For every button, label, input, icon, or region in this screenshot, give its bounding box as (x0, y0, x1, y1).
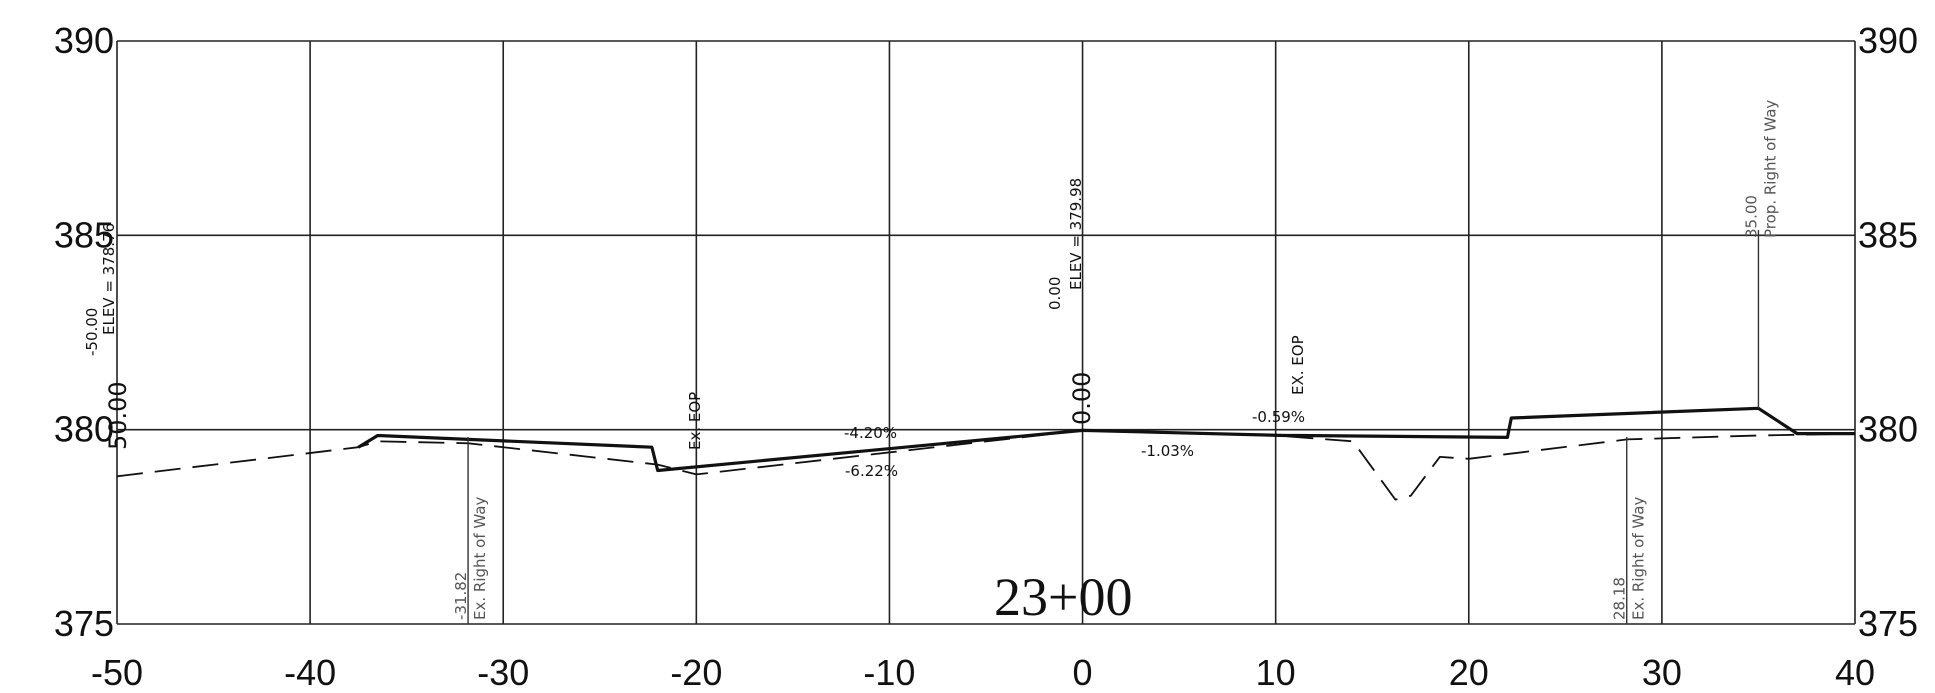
existing-ground-line (116, 429, 1856, 501)
x-tick-label: 0 (1073, 652, 1093, 693)
slope-label-c: -1.03% (1141, 442, 1194, 460)
annotations: -50.00 ELEV = 378.76 50.00 0.00 ELEV = 3… (83, 178, 1307, 627)
right-of-way-label: Ex. Right of Way (1630, 497, 1648, 620)
y-tick-label-left: 380 (54, 409, 114, 450)
x-tick-label: -50 (91, 652, 143, 693)
y-tick-label-left: 390 (54, 20, 114, 61)
center-elev-label: ELEV = 379.98 (1067, 178, 1085, 290)
right-of-way-markers: -31.82 Ex. Right of Way 28.18 Ex. Right of … (452, 100, 1779, 624)
ex-eop-right-label: EX. EOP (1289, 335, 1307, 395)
left-offset-label: -50.00 (83, 308, 101, 356)
right-of-way-label: Ex. Right of Way (471, 497, 489, 620)
y-tick-label-left: 385 (54, 214, 114, 255)
center-offset-label: 0.00 (1046, 277, 1064, 310)
x-tick-label: -40 (284, 652, 336, 693)
ex-eop-left-label: Ex. EOP (686, 392, 704, 450)
x-tick-label: -10 (863, 652, 915, 693)
x-tick-label: -20 (670, 652, 722, 693)
right-of-way-value: 28.18 (1611, 577, 1629, 620)
right-of-way-value: -31.82 (452, 572, 470, 620)
station-label: 23+00 (994, 567, 1132, 627)
x-tick-label: 40 (1835, 652, 1875, 693)
right-of-way-label: Prop. Right of Way (1761, 100, 1779, 238)
grid (116, 40, 1856, 625)
y-tick-label-right: 390 (1858, 20, 1918, 61)
y-tick-label-right: 375 (1858, 603, 1918, 644)
proposed-grade-line (357, 406, 1855, 473)
left-elev-label: ELEV = 378.76 (100, 223, 118, 335)
left-value-label: 50.00 (104, 381, 132, 450)
right-of-way-value: 35.00 (1742, 195, 1760, 238)
slope-label-b: -6.22% (845, 462, 898, 480)
profile-lines (116, 406, 1856, 501)
y-tick-label-left: 375 (54, 603, 114, 644)
center-value-label: 0.00 (1068, 372, 1096, 425)
tick-labels: -50 -40 -30 -20 -10 0 10 20 30 40 375 380 385 390 375 3… (54, 20, 1918, 693)
x-tick-label: 20 (1449, 652, 1489, 693)
slope-label-a: -4.20% (844, 424, 897, 442)
x-tick-label: 30 (1642, 652, 1682, 693)
slope-label-d: -0.59% (1252, 408, 1305, 426)
x-tick-label: 10 (1256, 652, 1296, 693)
x-tick-label: -30 (477, 652, 529, 693)
y-tick-label-right: 380 (1858, 409, 1918, 450)
y-tick-label-right: 385 (1858, 214, 1918, 255)
